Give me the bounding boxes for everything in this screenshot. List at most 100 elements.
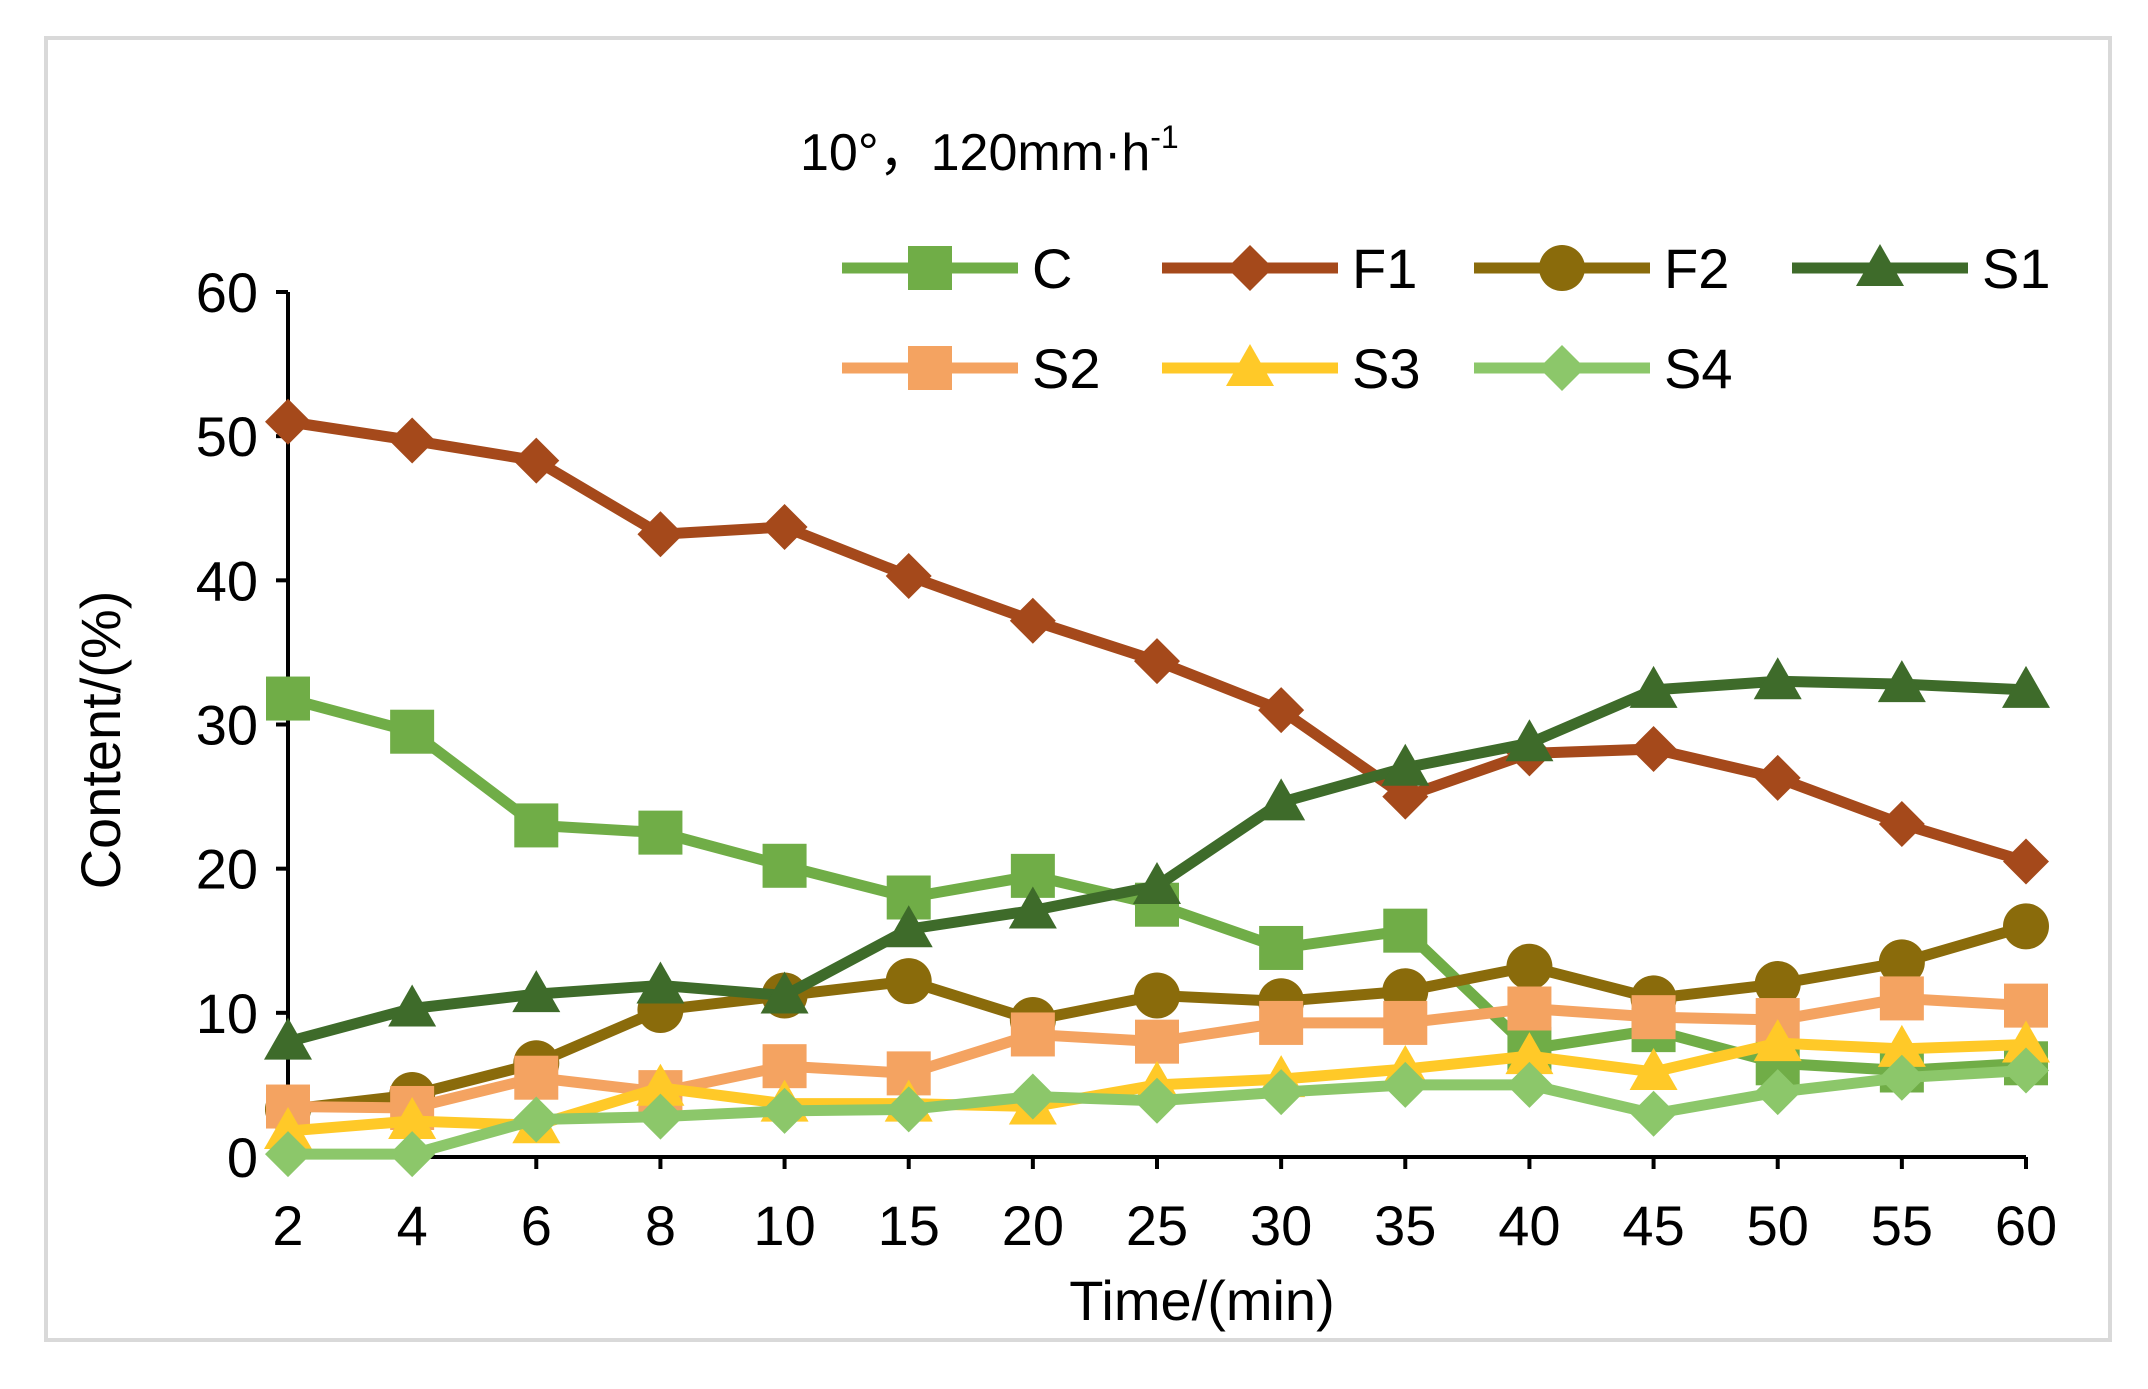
data-point-f1 — [761, 503, 808, 550]
data-point-c — [390, 709, 435, 754]
x-tick-label: 4 — [397, 1194, 428, 1257]
data-point-f2 — [1878, 939, 1925, 986]
data-point-f1 — [513, 437, 560, 484]
x-tick-label: 10 — [753, 1194, 815, 1257]
data-point-s2 — [514, 1055, 559, 1100]
data-point-s3 — [1753, 1019, 1802, 1062]
x-tick-label: 55 — [1871, 1194, 1933, 1257]
data-point-c — [514, 803, 559, 848]
data-point-s2 — [1135, 1019, 1179, 1064]
legend-item-s4: S4 — [1474, 337, 1733, 400]
data-point-f1 — [2003, 838, 2049, 885]
data-point-s1 — [1133, 861, 1181, 904]
legend-label-s4: S4 — [1664, 337, 1733, 400]
data-point-f2 — [1506, 943, 1553, 990]
legend-marker-f2 — [1539, 245, 1585, 291]
x-tick-label: 6 — [521, 1194, 552, 1257]
legend-label-c: C — [1032, 237, 1072, 300]
data-point-f2 — [885, 958, 932, 1005]
y-tick-label: 30 — [196, 694, 258, 757]
data-point-s2 — [1259, 1000, 1304, 1045]
legend-marker-f1 — [1227, 245, 1273, 291]
chart-title-superscript: -1 — [1150, 119, 1178, 155]
data-point-c — [638, 810, 683, 855]
data-point-s4 — [1134, 1077, 1180, 1124]
data-point-s1 — [1008, 886, 1057, 929]
legend-marker-s1 — [1856, 244, 1904, 286]
data-point-f1 — [1134, 638, 1180, 685]
data-point-s3 — [264, 1107, 312, 1150]
y-tick-label: 50 — [196, 405, 258, 468]
data-point-s1 — [512, 970, 561, 1013]
data-point-f1 — [1258, 687, 1305, 734]
data-point-s4 — [1878, 1054, 1925, 1101]
data-point-s1 — [1381, 743, 1430, 786]
x-tick-label: 2 — [272, 1194, 303, 1257]
chart-title: 10°，120mm·h-1 — [800, 119, 1179, 182]
data-point-s2 — [1010, 1012, 1055, 1057]
legend-item-f2: F2 — [1474, 237, 1729, 300]
data-point-s4 — [2003, 1047, 2049, 1094]
legend-item-f1: F1 — [1162, 237, 1417, 300]
data-point-s4 — [513, 1096, 560, 1143]
data-point-s4 — [637, 1093, 684, 1140]
legend-item-s2: S2 — [842, 337, 1101, 400]
data-point-s2 — [1383, 1000, 1428, 1045]
data-point-s4 — [1258, 1069, 1305, 1116]
data-point-s4 — [1754, 1069, 1801, 1116]
axes: 0 10 20 30 40 50 60 2 4 6 8 10 15 20 25 30 35 40 45 50 55 60 — [196, 261, 2057, 1257]
series-f1 — [265, 398, 2049, 885]
data-point-s1 — [1753, 657, 1802, 700]
y-axis-title: Content/(%) — [69, 591, 132, 890]
y-tick-label: 60 — [196, 261, 258, 324]
legend-label-f1: F1 — [1352, 237, 1417, 300]
data-point-s1 — [1505, 719, 1554, 762]
x-tick-label: 30 — [1250, 1194, 1312, 1257]
legend-label-s2: S2 — [1032, 337, 1101, 400]
data-point-f1 — [265, 398, 311, 445]
data-point-f1 — [1878, 800, 1925, 847]
x-tick-label: 8 — [645, 1194, 676, 1257]
data-point-c — [1383, 908, 1428, 953]
legend-marker-s4 — [1539, 345, 1585, 391]
data-point-s1 — [1877, 660, 1926, 703]
x-tick-label: 60 — [1995, 1194, 2057, 1257]
data-point-f1 — [885, 553, 932, 600]
data-point-s2 — [1631, 995, 1676, 1040]
chart-title-text: 10°，120mm·h — [800, 124, 1150, 182]
legend-label-s1: S1 — [1982, 237, 2051, 300]
data-point-s4 — [389, 1131, 436, 1178]
data-point-s4 — [265, 1131, 311, 1178]
y-tick-label: 0 — [227, 1126, 258, 1189]
legend-item-s1: S1 — [1792, 237, 2051, 300]
x-tick-label: 50 — [1747, 1194, 1809, 1257]
data-point-f1 — [389, 417, 436, 464]
chart-frame — [44, 36, 2112, 1342]
x-tick-label: 35 — [1374, 1194, 1436, 1257]
data-point-f2 — [1134, 972, 1180, 1019]
data-point-s1 — [264, 1017, 312, 1060]
data-point-s4 — [885, 1086, 932, 1133]
data-point-s1 — [760, 971, 809, 1014]
legend-marker-s2 — [908, 346, 952, 390]
data-point-s2 — [1507, 986, 1552, 1031]
legend-label-s3: S3 — [1352, 337, 1421, 400]
data-point-f2 — [1754, 961, 1801, 1007]
x-tick-label: 45 — [1622, 1194, 1684, 1257]
x-tick-label: 40 — [1498, 1194, 1560, 1257]
legend-label-f2: F2 — [1664, 237, 1729, 300]
legend-marker-s3 — [1226, 344, 1274, 386]
data-point-s3 — [1629, 1047, 1678, 1090]
x-axis-title: Time/(min) — [1069, 1269, 1334, 1332]
data-point-s1 — [884, 905, 933, 948]
y-tick-label: 20 — [196, 838, 258, 901]
data-point-s1 — [1257, 778, 1306, 821]
legend-item-c: C — [842, 237, 1072, 300]
data-point-s2 — [2004, 983, 2048, 1028]
series-s4 — [265, 1047, 2049, 1178]
legend: C F1 F2 S1 S2 S3 S4 — [842, 237, 2051, 400]
data-point-s4 — [1630, 1090, 1677, 1137]
x-tick-label: 25 — [1126, 1194, 1188, 1257]
legend-marker-c — [908, 246, 952, 290]
